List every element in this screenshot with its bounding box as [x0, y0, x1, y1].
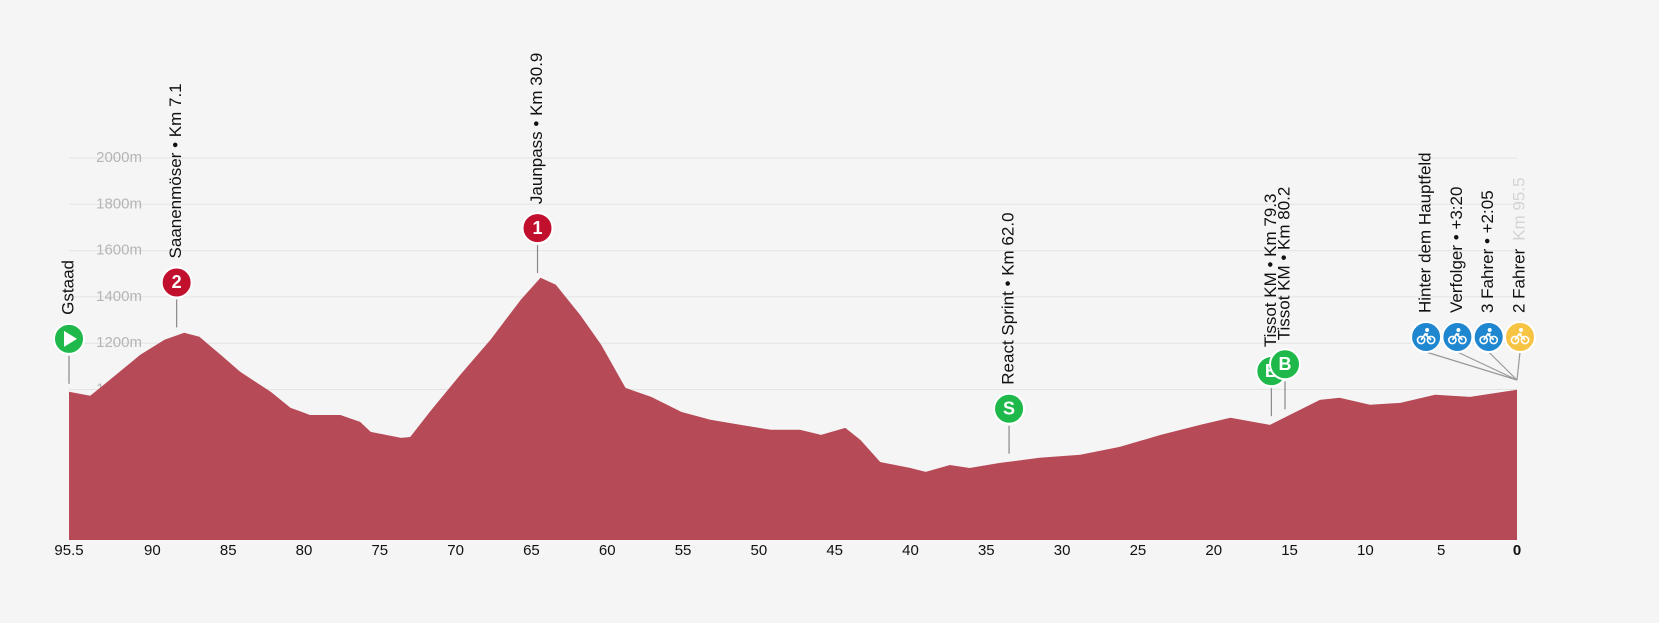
x-tick-label: 45	[826, 542, 843, 559]
group-leader	[1457, 351, 1518, 381]
x-tick-label: 0	[1513, 542, 1521, 559]
group-label: 3 Fahrer • +2:05	[1478, 190, 1497, 313]
x-tick-label: 55	[675, 542, 692, 559]
annotation-label: Tissot KM • Km 79.3	[1261, 194, 1280, 348]
x-tick-label: 40	[902, 542, 919, 559]
group-icon	[1504, 321, 1536, 353]
x-tick-label: 25	[1130, 542, 1147, 559]
bike-head	[1456, 328, 1461, 332]
group-leader	[1488, 351, 1518, 381]
bike-head	[1487, 328, 1492, 332]
elevation-area	[69, 277, 1517, 540]
group-label: Verfolger • +3:20	[1447, 187, 1466, 313]
x-tick-label: 10	[1357, 542, 1374, 559]
bike-head	[1519, 328, 1523, 332]
y-tick-label: 2000m	[96, 149, 142, 166]
icon-circle	[993, 392, 1026, 425]
annotation-icon	[53, 322, 85, 355]
x-tick-label: 95.5	[54, 542, 83, 559]
y-tick-label: 1600m	[96, 242, 142, 259]
icon-label: S	[1003, 398, 1015, 418]
bike-head	[1425, 328, 1430, 332]
icon-label: 2	[172, 272, 182, 292]
bike-wheel	[1448, 335, 1457, 345]
bike-wheel	[1520, 335, 1530, 345]
bike-wheel	[1489, 335, 1499, 345]
bike-frame	[1514, 332, 1526, 341]
icon-circle	[1410, 321, 1443, 353]
x-tick-label: 75	[371, 542, 388, 559]
x-tick-label: 60	[599, 542, 616, 559]
x-tick-label: 65	[523, 542, 540, 559]
start-icon	[64, 330, 77, 347]
icon-circle	[1472, 321, 1505, 353]
group-icon	[1410, 321, 1443, 353]
annotation-label: Gstaad	[58, 260, 77, 315]
x-tick-label: 90	[144, 542, 161, 559]
group-label: 2 Fahrer	[1509, 248, 1528, 313]
finish-label: Km 95.5	[1509, 177, 1528, 240]
icon-label: 1	[533, 218, 543, 238]
bike-wheel	[1510, 335, 1520, 345]
icon-circle	[1269, 348, 1302, 381]
group-label: Hinter dem Hauptfeld	[1416, 152, 1435, 313]
y-tick-label: 1200m	[96, 334, 142, 351]
x-tick-label: 85	[220, 542, 237, 559]
icon-circle	[1504, 321, 1536, 353]
bike-wheel	[1458, 335, 1467, 345]
bike-wheel	[1416, 335, 1426, 345]
x-tick-label: 35	[978, 542, 995, 559]
y-tick-label: 1800m	[96, 195, 142, 212]
group-leader	[1516, 351, 1521, 381]
x-tick-label: 80	[296, 542, 313, 559]
bike-frame	[1483, 332, 1495, 341]
x-tick-label: 30	[1054, 542, 1071, 559]
bike-wheel	[1479, 335, 1489, 345]
bike-frame	[1451, 332, 1463, 341]
annotation-icon: B	[1269, 348, 1302, 381]
icon-label: B	[1279, 354, 1292, 374]
x-tick-label: 20	[1205, 542, 1222, 559]
annotation-icon: S	[993, 392, 1026, 425]
annotation-icon: 2	[160, 266, 193, 299]
y-tick-label: 1400m	[96, 288, 142, 305]
icon-circle	[521, 212, 554, 245]
group-leader	[1425, 351, 1518, 381]
annotation-icon: 1	[521, 212, 554, 245]
group-icon	[1441, 321, 1474, 353]
annotation-label: React Sprint • Km 62.0	[999, 212, 1018, 384]
annotation-label: Tissot KM • Km 80.2	[1275, 187, 1294, 341]
x-tick-label: 5	[1437, 542, 1445, 559]
x-tick-label: 70	[447, 542, 464, 559]
annotation-label: Jaunpass • Km 30.9	[527, 53, 546, 204]
group-icon	[1472, 321, 1505, 353]
x-tick-label: 15	[1281, 542, 1298, 559]
icon-circle	[1441, 321, 1474, 353]
icon-circle	[160, 266, 193, 299]
annotation-label: Saanenmöser • Km 7.1	[166, 83, 185, 258]
bike-wheel	[1426, 335, 1436, 345]
x-tick-label: 50	[751, 542, 768, 559]
bike-frame	[1420, 332, 1432, 341]
